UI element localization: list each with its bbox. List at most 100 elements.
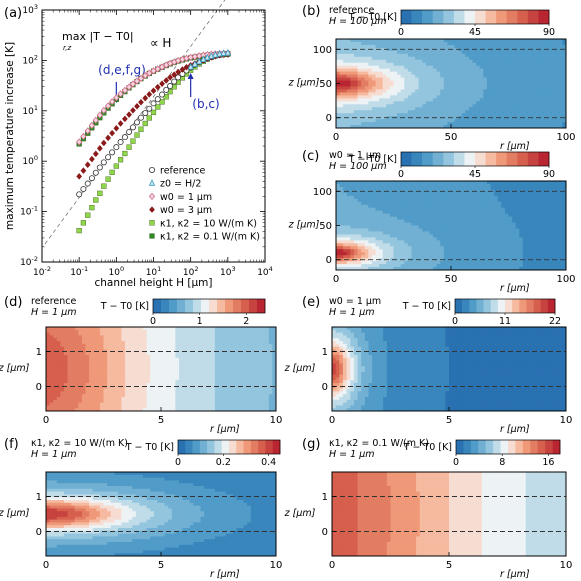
heatmap-cell [375, 213, 380, 217]
heatmap-cell [562, 192, 567, 197]
heatmap-cell [346, 255, 351, 259]
heatmap-cell [447, 240, 452, 244]
heatmap-cell [418, 231, 423, 235]
heatmap-cell [443, 264, 448, 268]
heatmap-cell [461, 210, 466, 215]
heatmap-cell [443, 101, 448, 105]
heatmap-cell [512, 107, 517, 111]
heatmap-cell [490, 104, 495, 108]
heatmap-cell [371, 92, 376, 96]
heatmap-cell [114, 352, 119, 356]
colorbar-segment [432, 152, 444, 166]
heatmap-cell [368, 89, 373, 93]
heatmap-cell [397, 219, 402, 223]
heatmap-cell [468, 68, 473, 73]
heatmap-cell [537, 89, 542, 93]
heatmap-cell [537, 101, 542, 105]
heatmap-cell [397, 225, 402, 229]
heatmap-cell [465, 44, 470, 49]
heatmap-cell [81, 346, 86, 350]
heatmap-cell [107, 349, 112, 353]
heatmap-cell [418, 201, 423, 206]
heatmap-cell [386, 113, 391, 117]
heatmap-cell [436, 237, 441, 241]
heatmap-cell [96, 341, 101, 345]
heatmap-cell [465, 234, 470, 238]
heatmap-cell [382, 240, 387, 244]
heatmap-cell [522, 216, 527, 220]
heatmap-cell [400, 216, 405, 220]
heatmap-cell [368, 65, 373, 70]
heatmap-cell [447, 183, 452, 188]
heatmap-cell [451, 192, 455, 197]
heatmap-cell [465, 181, 470, 185]
heatmap-cell [433, 204, 438, 209]
heatmap-cell [551, 210, 556, 215]
heatmap-cell [422, 104, 427, 108]
heatmap-cell [497, 225, 502, 229]
heatmap-cell [99, 369, 104, 373]
heatmap-cell [353, 92, 358, 96]
heatmap-cell [494, 74, 499, 78]
heatmap-cell [393, 39, 398, 43]
heatmap-cell [555, 41, 560, 46]
heatmap-cell [357, 95, 362, 99]
heatmap-cell [400, 186, 405, 191]
heatmap-cell [357, 50, 362, 55]
heatmap-cell [515, 83, 520, 87]
heatmap-cell [375, 71, 380, 75]
heatmap-cell [519, 198, 524, 203]
heatmap-cell [429, 258, 434, 262]
heatmap-cell [411, 213, 416, 217]
heatmap-cell [548, 210, 553, 215]
heatmap-cell [422, 44, 427, 49]
heatmap-cell [404, 195, 409, 200]
heatmap-cell [562, 39, 567, 43]
heatmap-cell [548, 89, 553, 93]
heatmap-cell [361, 59, 366, 64]
heatmap-cell [519, 110, 524, 114]
heatmap-cell [429, 65, 434, 70]
heatmap-cell [343, 56, 348, 61]
proportional-label: ∝ H [150, 36, 171, 50]
heatmap-cell [371, 104, 376, 108]
heatmap-cell [350, 77, 355, 81]
heatmap-cell [407, 110, 412, 114]
heatmap-cell [451, 195, 455, 200]
heatmap-cell [336, 110, 340, 114]
heatmap-cell [357, 213, 362, 217]
heatmap-cell [451, 119, 455, 123]
heatmap-cell [343, 65, 348, 70]
heatmap-cell [461, 213, 466, 217]
heatmap-cell [512, 201, 517, 206]
heatmap-cell [350, 65, 355, 70]
heatmap-cell [490, 74, 495, 78]
heatmap-cell [540, 68, 545, 73]
heatmap-cell [411, 107, 416, 111]
heatmap-cell [67, 369, 72, 373]
heatmap-cell [447, 237, 452, 241]
heatmap-cell [468, 119, 473, 123]
heatmap-cell [46, 394, 50, 398]
heatmap-cell [436, 222, 441, 226]
heatmap-cell [343, 240, 348, 244]
data-point [80, 186, 87, 193]
heatmap-cell [346, 240, 351, 244]
heatmap-cell [454, 80, 459, 84]
heatmap-cell [375, 249, 380, 253]
heatmap-cell [400, 56, 405, 61]
heatmap-cell [468, 213, 473, 217]
heatmap-cell [361, 77, 366, 81]
heatmap-cell [371, 39, 376, 43]
data-point [89, 205, 95, 211]
heatmap-cell [468, 74, 473, 78]
heatmap-cell [548, 201, 553, 206]
heatmap-cell [479, 86, 484, 90]
heatmap-cell [522, 243, 527, 247]
heatmap-cell [393, 243, 398, 247]
heatmap-cell [78, 391, 83, 395]
heatmap-cell [107, 327, 112, 331]
heatmap-cell [404, 53, 409, 58]
heatmap-cell [375, 183, 380, 188]
heatmap-cell [512, 204, 517, 209]
